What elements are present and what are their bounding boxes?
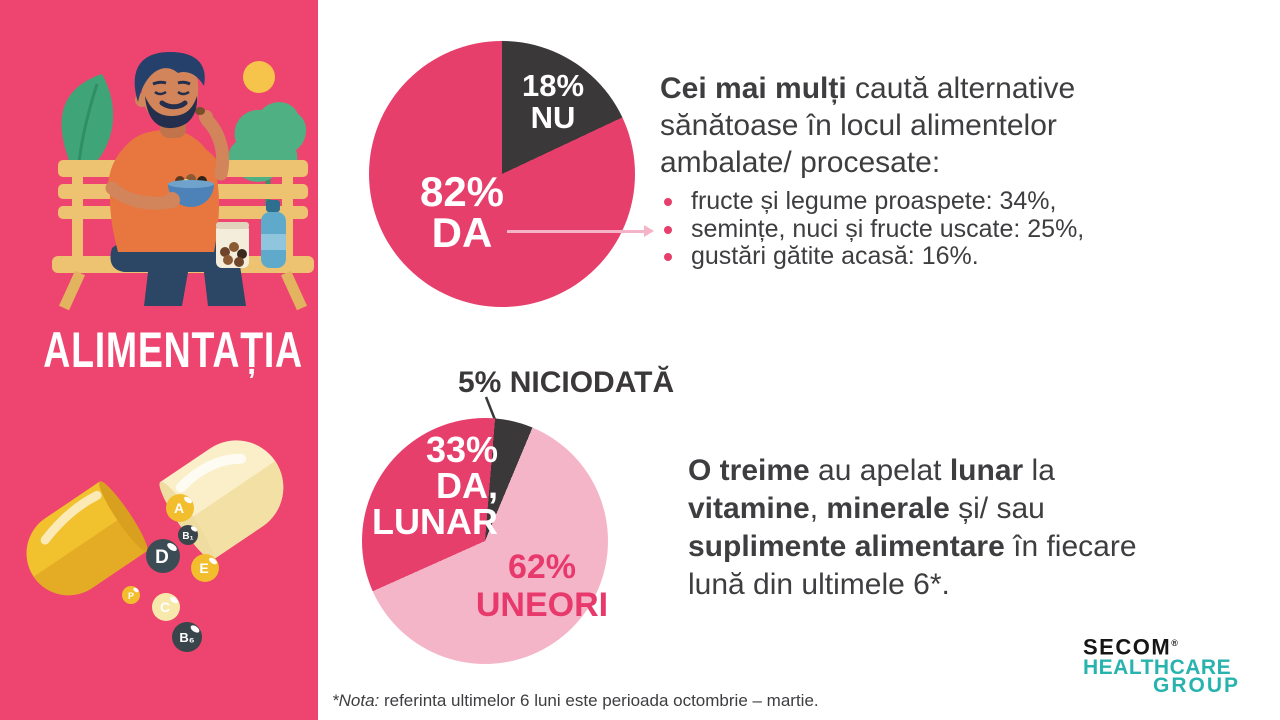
bold-segment: vitamine [688, 492, 810, 525]
pie1-da-pct: 82% [419, 168, 505, 215]
bold-segment: O treime [688, 454, 810, 487]
bold-segment: lunar [949, 454, 1024, 487]
text-segment: la [1023, 454, 1055, 487]
vitamins-capsule-illustration: A B₁ D E [26, 440, 284, 652]
pie2-label-niciodata: 5% NICIODATĂ [458, 366, 675, 399]
footnote-text: referinta ultimelor 6 luni este perioada… [379, 691, 819, 710]
heading-rest: caută alternative [846, 72, 1076, 105]
svg-text:P: P [128, 591, 134, 601]
logo-healthcare-text: HEALTHCARE [1083, 656, 1232, 680]
pie1-nu-text: NU [530, 100, 576, 135]
page-title-text: ALIMENTAȚIA [43, 322, 303, 378]
jar-of-nuts-illustration [216, 222, 249, 268]
da-arrow [507, 225, 654, 236]
pie1-label-nu: 18% NU [498, 70, 608, 134]
pie1-nu-pct: 18% [521, 68, 585, 103]
svg-text:B₁: B₁ [182, 531, 193, 542]
text-segment: au apelat [809, 454, 950, 487]
heading-line-3: ambalate/ procesate: [660, 146, 941, 179]
logo-brand-name: SECOM® [1083, 632, 1240, 658]
vitamin-ball-p: P [122, 586, 140, 604]
text-segment: și/ sau [949, 492, 1045, 525]
vitamin-ball-b6: B₆ [172, 622, 202, 652]
text-segment: în fiecare [1004, 530, 1137, 563]
logo-secom-text: SECOM [1083, 634, 1172, 660]
pie-chart-packaged-foods [369, 41, 635, 307]
heading-line-2: sănătoase în locul alimentelor [660, 109, 1057, 142]
bowl-of-nuts-illustration [164, 174, 214, 208]
vitamin-ball-d: D [146, 539, 180, 573]
vitamin-ball-b1: B₁ [178, 525, 198, 545]
supplements-line-1: O treime au apelat lunar la [688, 452, 1268, 490]
svg-text:D: D [155, 547, 169, 568]
text-block-packaged-foods: Cei mai mulți caută alternative sănătoas… [660, 70, 1240, 271]
list-item: gustări gătite acasă: 16%. [660, 242, 1240, 271]
sidebar: ALIMENTAȚIA A [0, 0, 318, 720]
footnote: *Nota: referinta ultimelor 6 luni este p… [332, 691, 819, 711]
pie2-lunar-text-2: LUNAR [372, 501, 498, 542]
bold-segment: minerale [826, 492, 950, 525]
footnote-nota: *Nota: [332, 691, 380, 710]
bold-segment: suplimente alimentare [688, 530, 1005, 563]
heading-bold: Cei mai mulți [660, 72, 847, 105]
pie2-uneori-pct: 62% [507, 548, 577, 586]
vitamin-ball-a: A [166, 494, 194, 522]
page-title: ALIMENTAȚIA [0, 324, 318, 376]
supplements-line-4: lună din ultimele 6*. [688, 566, 1268, 604]
registered-mark: ® [1171, 638, 1180, 648]
list-item: semințe, nuci și fructe uscate: 25%, [660, 215, 1240, 244]
svg-text:E: E [199, 560, 208, 576]
supplements-line-2: vitamine, minerale și/ sau [688, 490, 1268, 528]
heading-line-1: Cei mai mulți caută alternative [660, 70, 1240, 107]
sun-icon [243, 61, 275, 93]
pie1-da-text: DA [431, 209, 493, 256]
svg-text:A: A [174, 500, 184, 516]
pie2-lunar-pct: 33% [425, 429, 498, 470]
pie1-label-da: 82% DA [400, 168, 524, 256]
list-item: fructe și legume proaspete: 34%, [660, 187, 1240, 216]
man-figure [105, 52, 246, 306]
pie2-uneori-text: UNEORI [475, 586, 609, 624]
logo-group-text: GROUP [1152, 674, 1240, 698]
pie2-label-uneori: 62% UNEORI [450, 548, 634, 624]
water-bottle-illustration [261, 200, 286, 268]
capsule-right-half [159, 440, 284, 561]
alternatives-list: fructe și legume proaspete: 34%, semințe… [660, 187, 1240, 271]
svg-text:C: C [160, 599, 170, 615]
text-segment: , [809, 492, 827, 525]
man-eating-illustration [52, 52, 314, 311]
vitamin-ball-c: C [152, 593, 180, 621]
vitamin-ball-e: E [191, 554, 219, 582]
supplements-line-3: suplimente alimentare în fiecare [688, 528, 1268, 566]
pie2-lunar-text-1: DA, [436, 465, 498, 506]
secom-logo: SECOM® HEALTHCARE GROUP [1083, 632, 1240, 698]
text-block-supplements: O treime au apelat lunar la vitamine, mi… [688, 452, 1268, 604]
capsule-left-half [26, 481, 148, 596]
text-segment: lună din ultimele 6*. [688, 568, 950, 601]
leaf-icon [61, 74, 114, 173]
pie-chart-supplements [362, 418, 608, 664]
svg-text:B₆: B₆ [179, 630, 194, 645]
pie2-label-da-lunar: 33% DA, LUNAR [352, 432, 498, 540]
